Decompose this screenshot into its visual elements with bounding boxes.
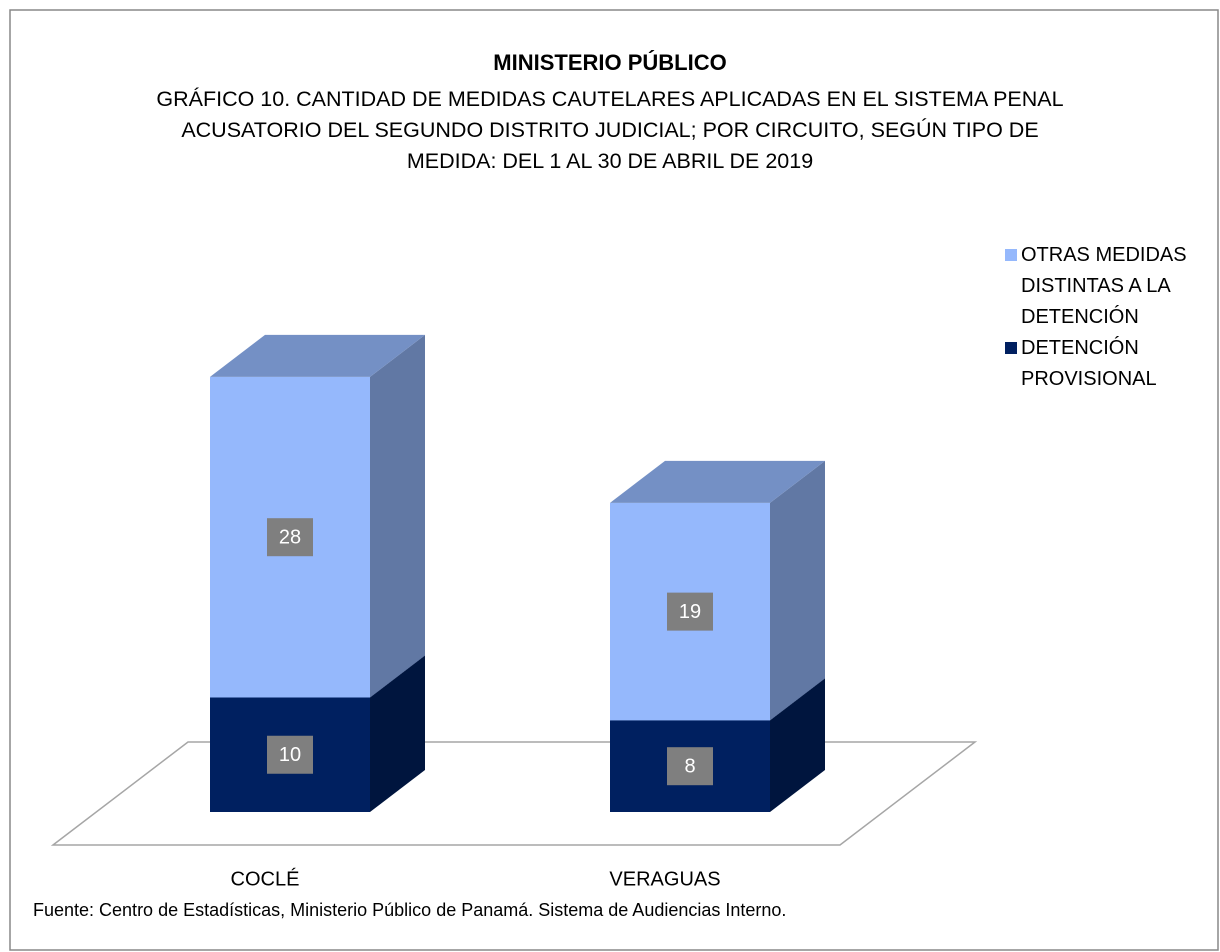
bar-top (210, 334, 425, 377)
legend-item: DETENCIÓN PROVISIONAL (1005, 333, 1205, 395)
legend-label: OTRAS MEDIDAS DISTINTAS A LA DETENCIÓN (1021, 244, 1187, 328)
data-label-box (667, 592, 713, 631)
bar-segment (210, 334, 425, 698)
legend: OTRAS MEDIDAS DISTINTAS A LA DETENCIÓN DE… (1005, 240, 1205, 395)
legend-item: OTRAS MEDIDAS DISTINTAS A LA DETENCIÓN (1005, 240, 1205, 333)
data-label: 10 (279, 744, 301, 766)
bar-side (770, 460, 825, 721)
chart-title: MINISTERIO PÚBLICO (493, 50, 727, 75)
floor (50, 741, 978, 846)
data-label: 28 (279, 526, 301, 548)
data-label-box (667, 747, 713, 786)
legend-swatch (1005, 249, 1017, 261)
data-label: 19 (679, 601, 701, 623)
legend-label: DETENCIÓN PROVISIONAL (1021, 337, 1157, 390)
legend-swatch (1005, 342, 1017, 354)
bar-side (370, 655, 425, 812)
data-label-box (267, 735, 313, 774)
bar-side (370, 334, 425, 698)
source-note: Fuente: Centro de Estadísticas, Minister… (33, 900, 787, 920)
data-label-box (267, 518, 313, 557)
bar-side (770, 678, 825, 812)
data-label: 8 (684, 755, 695, 777)
x-tick-label: COCLÉ (231, 867, 300, 890)
bar-top (610, 460, 825, 503)
x-tick-label: VERAGUAS (609, 868, 720, 890)
bar-segment (610, 460, 825, 721)
chart-subtitle: GRÁFICO 10. CANTIDAD DE MEDIDAS CAUTELAR… (156, 87, 1064, 173)
